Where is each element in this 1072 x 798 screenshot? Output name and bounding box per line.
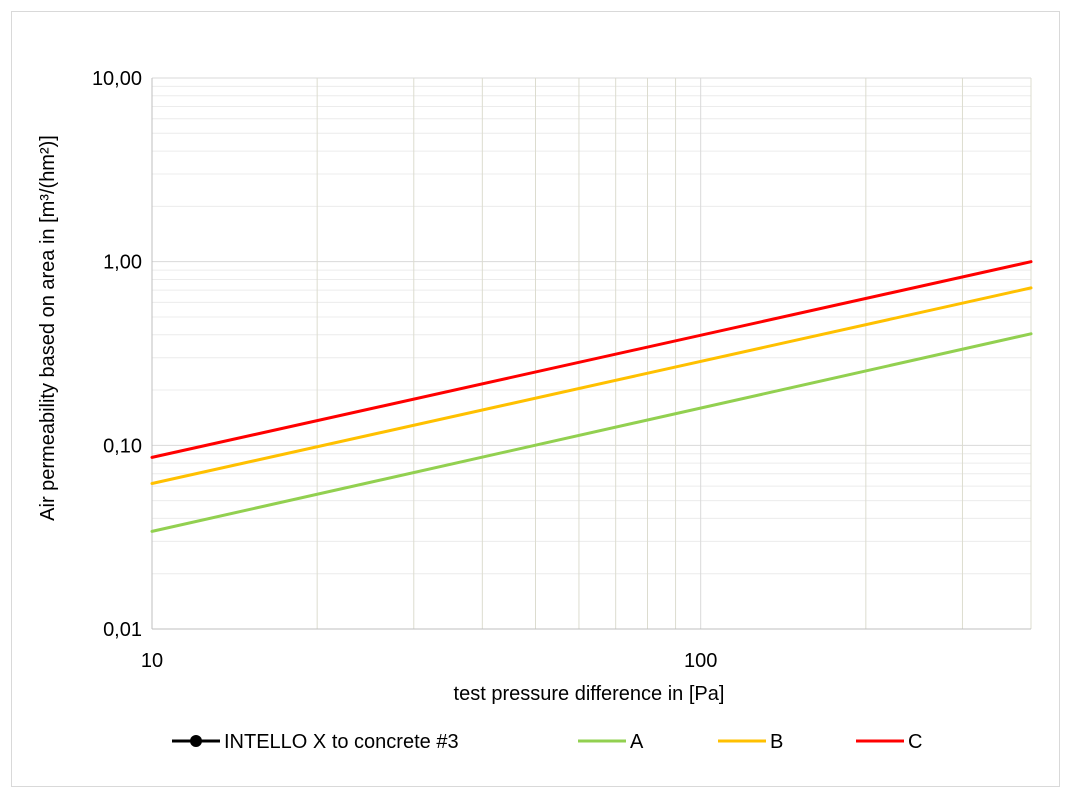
legend-label-b: B (770, 731, 783, 753)
y-tick-label: 1,00 (103, 252, 142, 274)
legend-label-c: C (908, 731, 922, 753)
tick-labels: 0,01 0,10 1,00 10,00 10 100 (92, 68, 717, 672)
x-tick-label: 100 (684, 650, 717, 672)
series-line-c (150, 260, 1033, 459)
legend-label-intello-x-to-concrete-3: INTELLO X to concrete #3 (224, 731, 459, 753)
legend-label-a: A (630, 731, 644, 753)
y-axis-title: Air permeability based on area in [m³/(h… (37, 135, 59, 521)
legend: INTELLO X to concrete #3 A B C (172, 731, 922, 753)
grid (151, 77, 1032, 630)
y-tick-label: 0,10 (103, 435, 142, 457)
axes (151, 78, 1031, 630)
y-tick-label: 10,00 (92, 68, 142, 90)
series-lines (150, 260, 1033, 533)
legend-marker-intello-x-to-concrete-3 (190, 735, 202, 747)
series-line-a (150, 332, 1033, 533)
x-tick-label: 10 (141, 650, 163, 672)
y-tick-label: 0,01 (103, 619, 142, 641)
x-axis-title: test pressure difference in [Pa] (454, 683, 725, 705)
series-line-b (150, 286, 1033, 485)
